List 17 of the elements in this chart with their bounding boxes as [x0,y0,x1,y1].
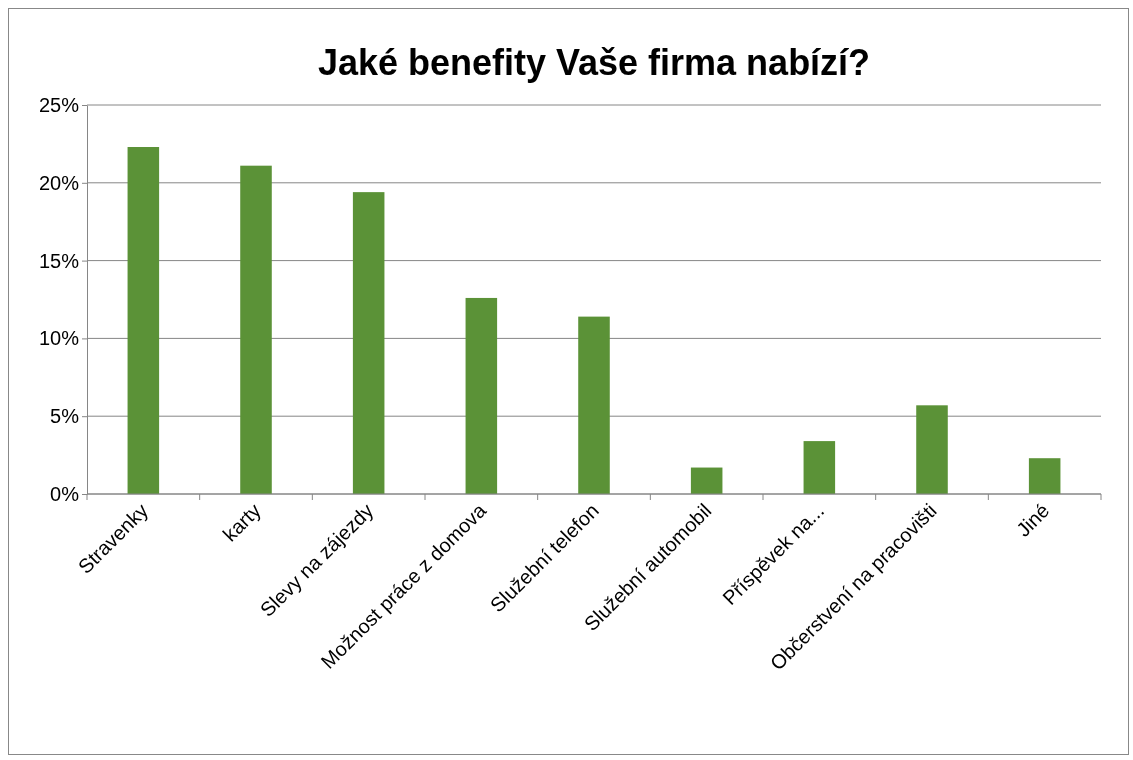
bar [803,441,836,494]
y-tick-label: 0% [50,482,80,505]
x-tick-label: Jiné [1011,499,1054,541]
bar [352,192,385,494]
bar [1028,458,1061,494]
y-tick-label: 10% [38,327,80,350]
y-tick-label: 20% [38,171,80,194]
bar [240,165,272,494]
bar [690,467,723,494]
bar [127,147,160,494]
bar [578,316,610,494]
y-tick-label: 15% [38,249,80,272]
chart-title: Jaké benefity Vaše firma nabízí? [317,42,871,83]
y-tick-label: 5% [50,405,80,428]
y-tick-label: 25% [38,93,80,116]
bar [916,405,948,494]
bar [465,297,498,494]
